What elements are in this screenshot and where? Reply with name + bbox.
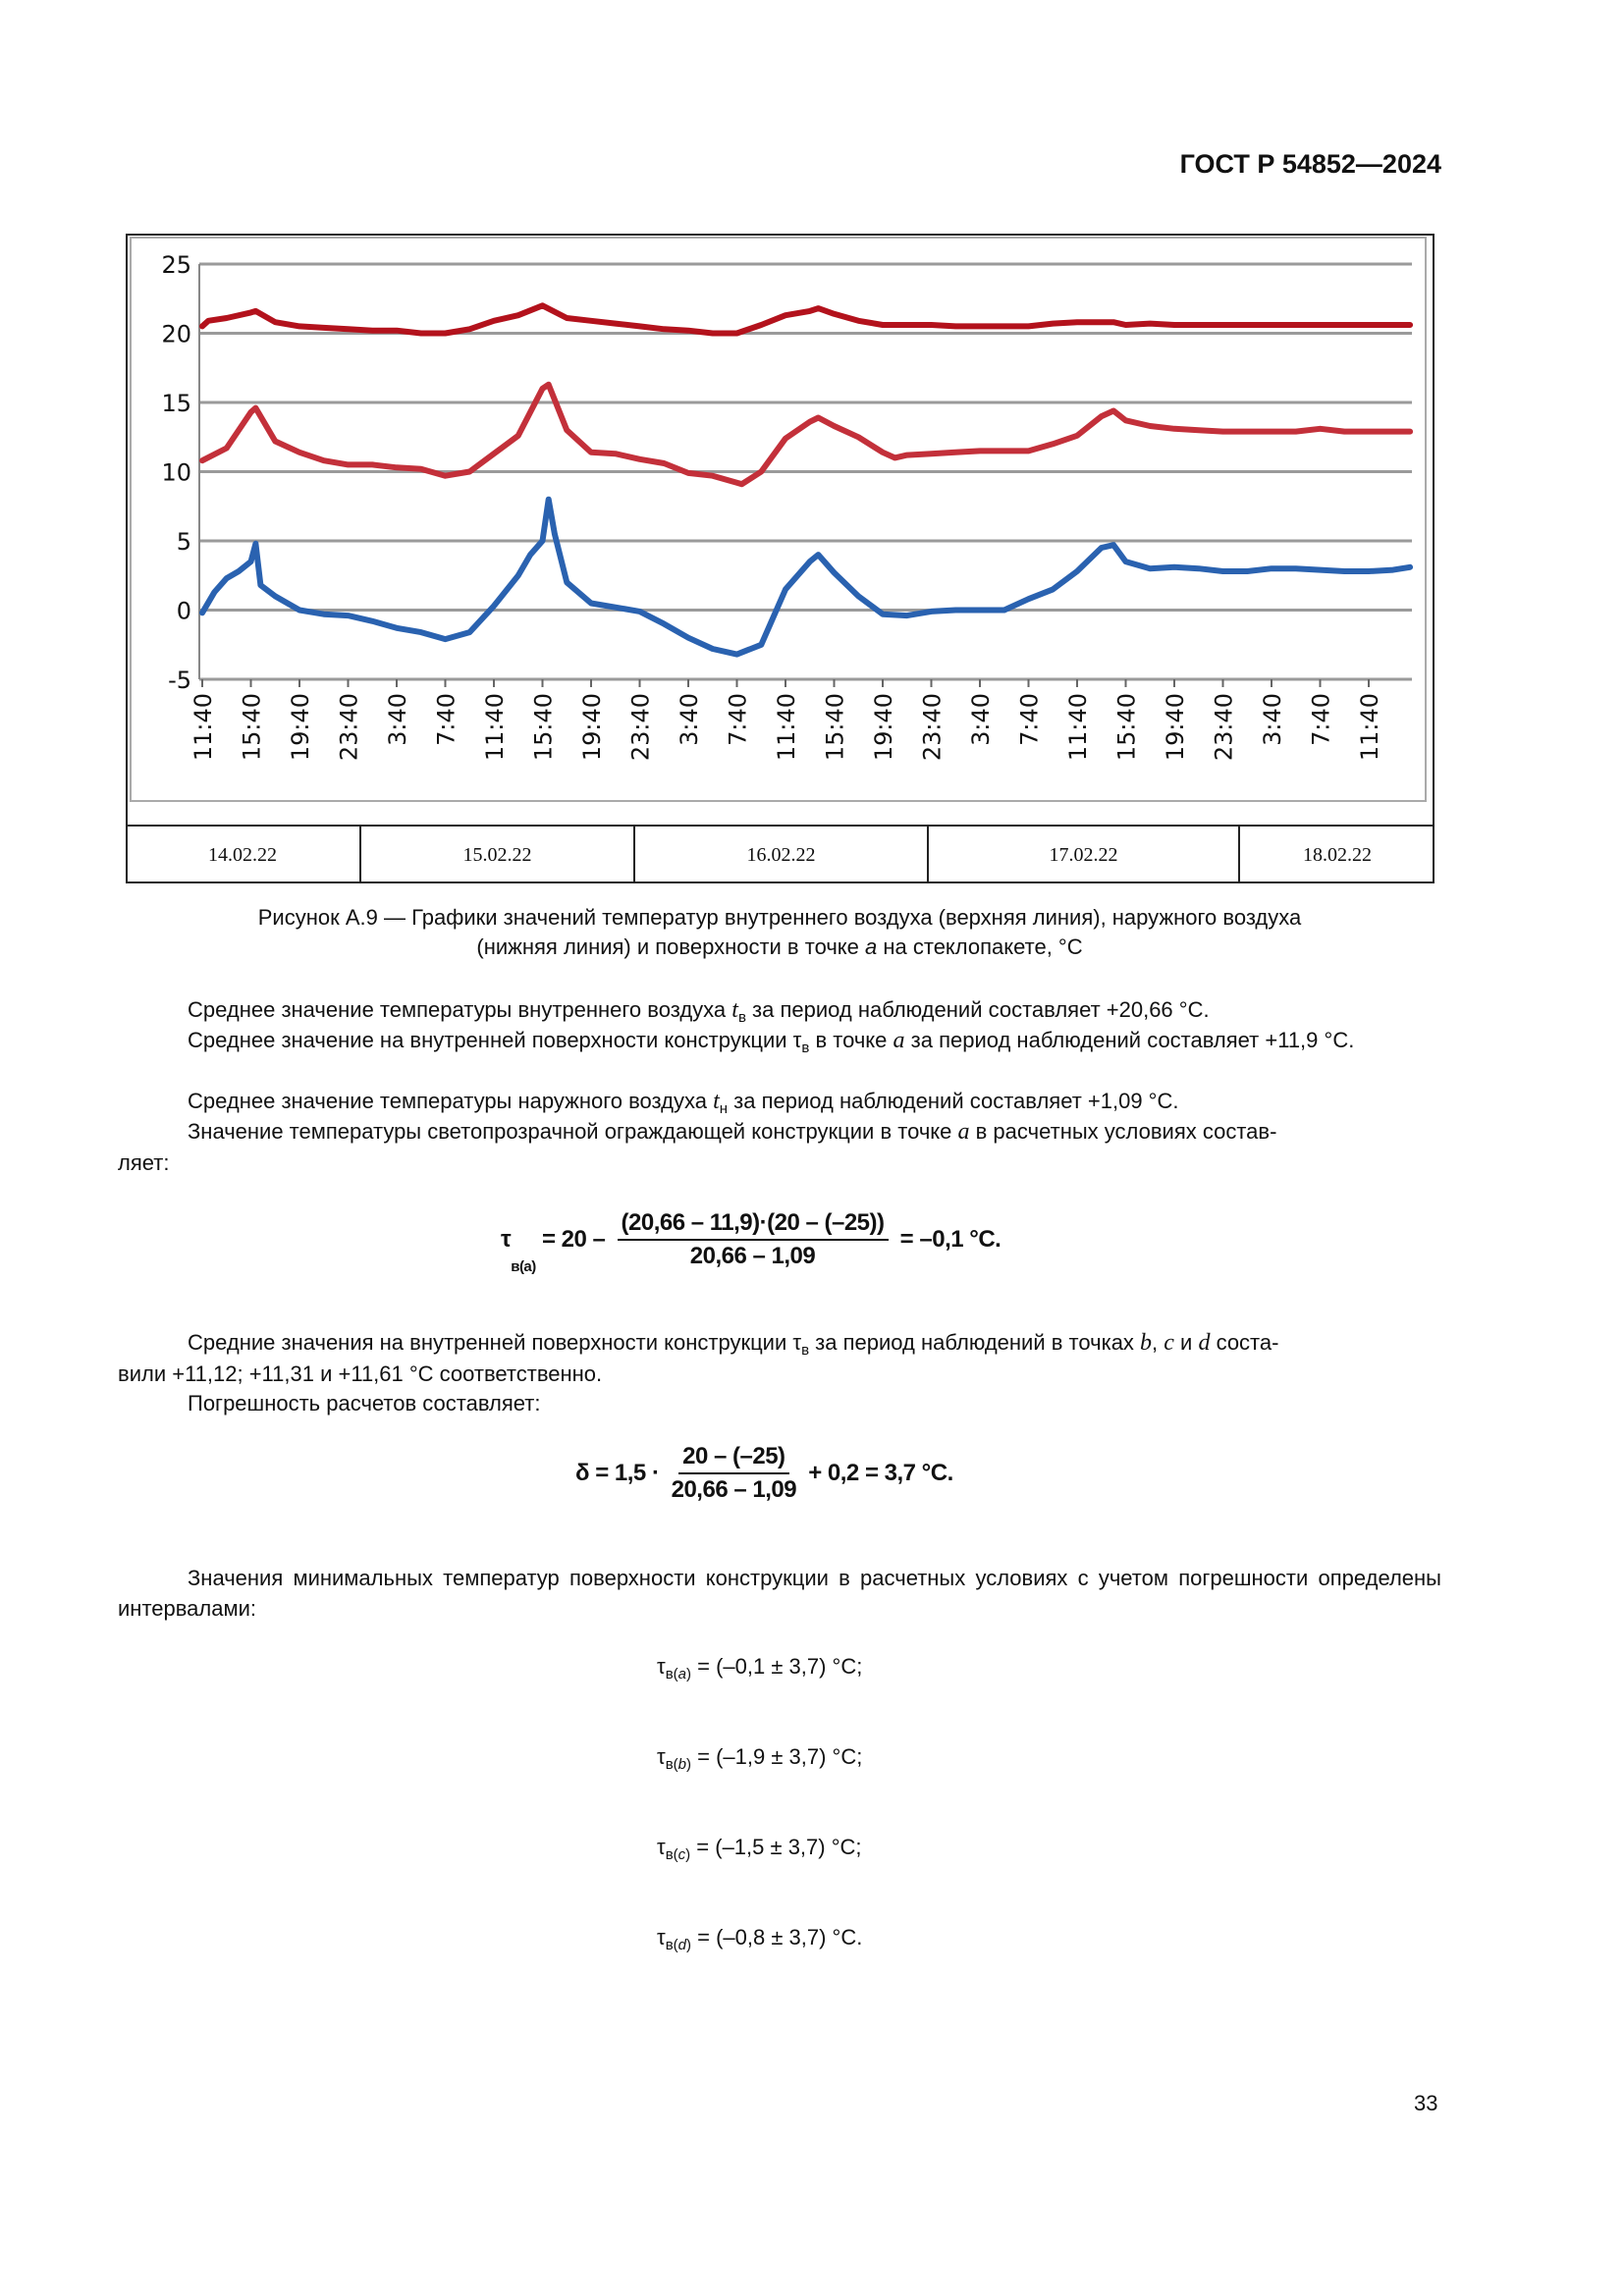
date-cell: 16.02.22 [635,827,929,883]
paragraph-calc-intro: Значение температуры светопрозрачной огр… [118,1119,1277,1175]
series-line-1 [199,381,1414,488]
date-cell: 15.02.22 [361,827,635,883]
interval-b: τв(b) = (–1,9 ± 3,7) °С; [657,1744,863,1773]
x-tick-label: 23:40 [336,693,363,761]
y-tick-label: 10 [161,459,191,487]
formula-tau-a: τ в(a) = 20 – (20,66 – 11,9)·(20 – (–25))… [501,1209,1001,1275]
x-tick-label: 11:40 [481,693,509,761]
paragraph-inner-air: Среднее значение температуры внутреннего… [188,997,1210,1026]
x-tick-label: 3:40 [676,693,703,746]
x-tick-label: 7:40 [1016,693,1044,746]
date-cell: 14.02.22 [126,827,361,883]
x-tick-label: 3:40 [384,693,411,746]
caption-line: (нижняя линия) и поверхности в точке a н… [118,934,1441,960]
paragraph-points-bcd: Средние значения на внутренней поверхнос… [118,1330,1279,1386]
caption-text: (нижняя линия) и поверхности в точке [476,934,865,959]
x-tick-label: 19:40 [870,693,897,761]
paragraph-intervals: Значения минимальных температур поверхно… [118,1566,1441,1621]
x-tick-label: 23:40 [1211,693,1238,761]
date-row: 14.02.22 15.02.22 16.02.22 17.02.22 18.0… [126,825,1435,883]
x-tick-label: 11:40 [1356,693,1383,761]
interval-d: τв(d) = (–0,8 ± 3,7) °С. [657,1925,863,1953]
y-tick-label: 5 [177,528,191,556]
paragraph-inner-surface: Среднее значение на внутренней поверхнос… [188,1028,1355,1056]
x-tick-label: 15:40 [239,693,266,761]
date-cell: 18.02.22 [1303,843,1372,866]
x-tick-label: 3:40 [967,693,995,746]
document-code: ГОСТ Р 54852—2024 [1179,149,1441,179]
x-tick-label: 19:40 [578,693,606,761]
x-tick-label: 7:40 [725,693,752,746]
date-cell: 17.02.22 [929,827,1240,883]
y-tick-label: 25 [161,251,191,279]
x-tick-label: 7:40 [1308,693,1335,746]
x-tick-label: 23:40 [919,693,947,761]
formula-subscript: в(a) [511,1258,536,1275]
y-tick-label: 20 [161,321,191,348]
plot-frame [130,237,1427,802]
series-line-2 [199,496,1414,658]
y-tick-label: -5 [168,667,191,694]
interval-c: τв(c) = (–1,5 ± 3,7) °С; [657,1835,862,1863]
series-line-0 [199,302,1414,337]
caption-var: a [865,934,878,959]
paragraph-error: Погрешность расчетов составляет: [188,1391,541,1415]
page-number: 33 [1414,2091,1438,2115]
x-tick-label: 15:40 [822,693,849,761]
x-tick-label: 3:40 [1259,693,1286,746]
x-tick-label: 19:40 [1162,693,1189,761]
x-tick-label: 11:40 [189,693,217,761]
x-tick-label: 15:40 [1113,693,1141,761]
paragraph-outer-air: Среднее значение температуры наружного в… [188,1089,1179,1117]
x-tick-label: 11:40 [773,693,800,761]
formula-delta: δ = 1,5 · 20 – (–25) 20,66 – 1,09 + 0,2 =… [575,1443,953,1503]
caption-text: на стеклопакете, °С [877,934,1083,959]
x-tick-label: 15:40 [530,693,558,761]
interval-a: τв(a) = (–0,1 ± 3,7) °С; [657,1654,863,1682]
x-tick-label: 19:40 [287,693,314,761]
figure-caption: Рисунок А.9 — Графики значений температу… [118,905,1441,960]
caption-line: Рисунок А.9 — Графики значений температу… [257,905,1302,930]
y-tick-label: 15 [161,390,191,417]
x-tick-label: 23:40 [627,693,655,761]
figure-frame [126,234,1435,883]
x-tick-label: 7:40 [433,693,460,746]
x-tick-label: 11:40 [1064,693,1092,761]
y-tick-label: 0 [177,598,191,625]
